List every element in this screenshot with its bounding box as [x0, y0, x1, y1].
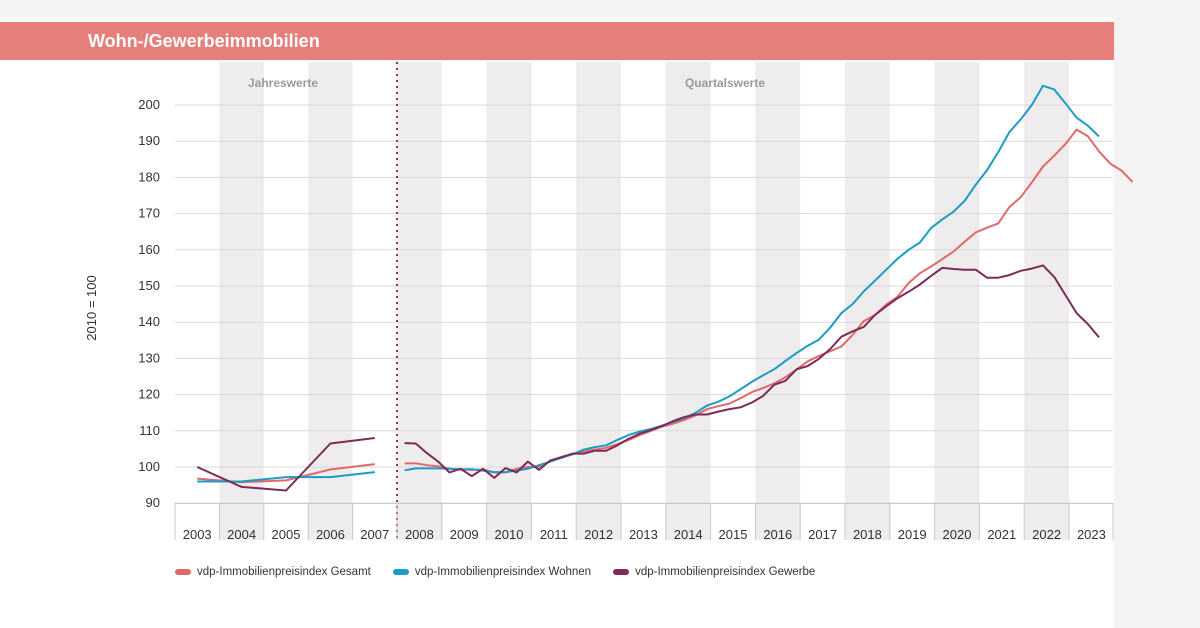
y-tick-label: 100 [138, 459, 160, 474]
legend-label-gesamt: vdp-Immobilienpreisindex Gesamt [197, 566, 371, 578]
y-tick-label: 140 [138, 314, 160, 329]
x-tick-label: 2013 [629, 527, 658, 542]
x-tick-label: 2020 [943, 527, 972, 542]
x-tick-label: 2010 [495, 527, 524, 542]
y-axis-label: 2010 = 100 [84, 275, 99, 340]
year-band [219, 62, 264, 540]
section-label-annual: Jahreswerte [248, 76, 318, 90]
x-tick-label: 2014 [674, 527, 703, 542]
x-tick-label: 2023 [1077, 527, 1106, 542]
x-tick-label: 2003 [183, 527, 212, 542]
legend-swatch-gewerbe [613, 569, 630, 575]
series-lines [196, 84, 1134, 492]
x-tick-label: 2019 [898, 527, 927, 542]
x-tick-label: 2022 [1032, 527, 1061, 542]
x-tick-label: 2008 [405, 527, 434, 542]
x-tick-label: 2021 [987, 527, 1016, 542]
year-band [665, 62, 711, 540]
grid-lines [175, 104, 1113, 504]
chart-panel [0, 18, 1114, 628]
x-tick-label: 2015 [719, 527, 748, 542]
x-axis: 2003 2004 2005 2006 2007 2008 2009 2010 2011 2012… [174, 503, 1114, 542]
x-tick-label: 2005 [272, 527, 301, 542]
year-band [845, 62, 890, 540]
annual-line-gewerbe [196, 437, 375, 492]
legend-swatch-wohnen [392, 569, 409, 575]
x-tick-label: 2012 [584, 527, 613, 542]
title-bar: Wohn-/Gewerbeimmobilien [0, 22, 1114, 60]
y-tick-label: 120 [138, 387, 160, 402]
quarterly-line-gewerbe [404, 264, 1100, 479]
y-tick-label: 190 [138, 133, 160, 148]
y-tick-label: 180 [138, 169, 160, 184]
x-tick-label: 2011 [540, 527, 568, 542]
x-tick-label: 2009 [450, 527, 479, 542]
year-band [576, 62, 621, 540]
section-label-quarterly: Quartalswerte [685, 76, 765, 90]
y-tick-label: 170 [138, 206, 160, 221]
x-tick-label: 2004 [227, 527, 256, 542]
y-tick-label: 110 [139, 423, 160, 438]
year-band [1024, 62, 1069, 540]
x-tick-label: 2017 [808, 527, 837, 542]
legend: vdp-Immobilienpreisindex Gesamt vdp-Immo… [175, 566, 815, 578]
quarterly-line-gesamt [404, 128, 1134, 474]
y-tick-label: 90 [146, 495, 160, 510]
y-tick-label: 200 [138, 97, 160, 112]
legend-label-gewerbe: vdp-Immobilienpreisindex Gewerbe [635, 566, 816, 578]
y-tick-label: 150 [138, 278, 160, 293]
y-axis: 90 100 110 120 130 140 150 160 170 180 190 200 [138, 97, 160, 510]
legend-swatch-gesamt [175, 569, 191, 575]
x-tick-label: 2006 [316, 527, 345, 542]
y-tick-label: 160 [138, 242, 160, 257]
chart-title: Wohn-/Gewerbeimmobilien [88, 31, 320, 51]
legend-item-wohnen: vdp-Immobilienpreisindex Wohnen [392, 566, 592, 578]
year-band [755, 62, 801, 540]
legend-item-gesamt: vdp-Immobilienpreisindex Gesamt [175, 566, 371, 578]
x-tick-label: 2007 [360, 527, 389, 542]
x-tick-label: 2018 [853, 527, 882, 542]
x-tick-label: 2016 [763, 527, 792, 542]
y-tick-label: 130 [138, 350, 160, 365]
legend-label-wohnen: vdp-Immobilienpreisindex Wohnen [414, 566, 592, 578]
annual-line-wohnen [197, 471, 375, 483]
year-band [934, 62, 980, 540]
legend-item-gewerbe: vdp-Immobilienpreisindex Gewerbe [613, 566, 815, 578]
